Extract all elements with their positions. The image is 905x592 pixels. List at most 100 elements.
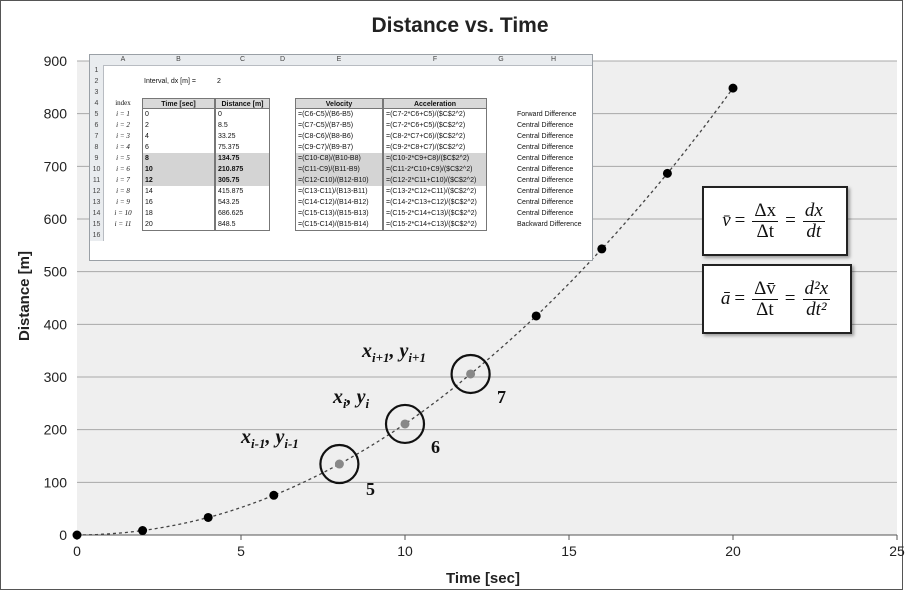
circle-number-7: 7	[497, 387, 506, 407]
sheet-cell-acc: =(C8-2*C7+C6)/($C$2^2)	[383, 131, 487, 142]
data-point	[662, 168, 672, 178]
sheet-cell-method: Central Difference	[517, 166, 574, 173]
col-header: A	[120, 56, 126, 63]
sheet-cell-num: 9	[90, 153, 104, 164]
sheet-cell-dist: 305.75	[215, 175, 270, 186]
sheet-cell-vel: =(C12-C10)/(B12-B10)	[295, 175, 383, 186]
y-symbol: y	[399, 340, 409, 362]
x-tick-label: 25	[889, 543, 905, 559]
fraction: dx dt	[802, 199, 825, 242]
sheet-cell-method: Central Difference	[517, 210, 574, 217]
sheet-cell-method: Backward Difference	[517, 221, 582, 228]
col-header: G	[498, 56, 504, 63]
sheet-cell-vel: =(C14-C12)/(B14-B12)	[295, 197, 383, 208]
velocity-symbol: v̄	[722, 210, 731, 231]
sheet-cell-acc: =(C15-2*C14+C13)/($C$2^2)	[383, 208, 487, 219]
sheet-cell-dist: 134.75	[215, 153, 270, 164]
sheet-cell-index: i = 1	[116, 110, 130, 118]
fraction: Δv̄ Δt	[752, 277, 778, 320]
sheet-cell-num: 5	[90, 109, 104, 120]
sheet-cell-vel: =(C15-C13)/(B15-B13)	[295, 208, 383, 219]
sheet-row: 9 i = 5 8 134.75 =(C10-C8)/(B10-B8) =(C10-2*C…	[90, 153, 592, 164]
sheet-cell-vel: =(C11-C9)/(B11-B9)	[295, 164, 383, 175]
data-point	[728, 83, 738, 93]
sheet-cell-num: 14	[90, 208, 104, 219]
sheet-row: 1	[90, 65, 592, 76]
sheet-cell-time: 6	[142, 142, 215, 153]
sheet-cell-index: i = 3	[116, 132, 130, 140]
sheet-cell-num: 11	[90, 175, 104, 186]
table-border	[295, 230, 487, 231]
sheet-cell-acc: =(C7-2*C6+C5)/($C$2^2)	[383, 109, 487, 120]
column-header-row: A B C D E F G H	[90, 55, 592, 66]
sheet-cell-num: 15	[90, 219, 104, 230]
x-subscript: i-1	[251, 436, 266, 451]
equals-sign: =	[785, 210, 796, 231]
fraction-numerator: Δv̄	[752, 277, 778, 300]
sheet-row: 14 i = 10 18 686.625 =(C15-C13)/(B15-B13) =(C…	[90, 208, 592, 219]
sheet-cell-acc: =(C9-2*C8+C7)/($C$2^2)	[383, 142, 487, 153]
sheet-row: 3	[90, 87, 592, 98]
sheet-cell-vel: =(C7-C5)/(B7-B5)	[295, 120, 383, 131]
sheet-cell-index: i = 2	[116, 121, 130, 129]
sheet-cell-dist: 33.25	[215, 131, 270, 142]
sheet-row: 4 index Time [sec] Distance [m] Velocity Acce…	[90, 98, 592, 109]
distance-header: Distance [m]	[215, 98, 270, 109]
sheet-cell-index: i = 11	[114, 220, 132, 228]
y-symbol: y	[356, 386, 366, 408]
sheet-cell-method: Central Difference	[517, 133, 574, 140]
x-subscript: i	[343, 396, 347, 411]
col-header: C	[239, 56, 246, 63]
velocity-header: Velocity	[295, 98, 383, 109]
row-number: 2	[90, 76, 104, 87]
sheet-cell-vel: =(C13-C11)/(B13-B11)	[295, 186, 383, 197]
col-header: E	[336, 56, 342, 63]
sheet-cell-acc: =(C10-2*C9+C8)/($C$2^2)	[383, 153, 487, 164]
sheet-row: 2 Interval, dx [m] = 2	[90, 76, 592, 87]
y-symbol: y	[275, 426, 285, 448]
y-tick-label: 200	[44, 422, 68, 438]
sheet-cell-index: i = 7	[116, 176, 130, 184]
sheet-cell-acc: =(C12-2*C11+C10)/($C$2^2)	[383, 175, 487, 186]
sheet-row: 15 i = 11 20 848.5 =(C15-C14)/(B15-B14) =(C15…	[90, 219, 592, 230]
sheet-cell-method: Central Difference	[517, 155, 574, 162]
sheet-cell-dist: 0	[215, 109, 270, 120]
y-tick-label: 300	[44, 369, 68, 385]
x-axis-label: Time [sec]	[446, 570, 520, 587]
sheet-cell-dist: 415.875	[215, 186, 270, 197]
highlighted-data-point	[466, 369, 476, 379]
y-tick-label: 500	[44, 264, 68, 280]
chart-title: Distance vs. Time	[371, 14, 548, 37]
data-point	[597, 244, 607, 254]
fraction-denominator: dt²	[806, 298, 827, 320]
point-label-next: xi+1, yi+1	[362, 340, 426, 366]
velocity-formula-box: v̄ = Δx Δt = dx dt	[702, 186, 848, 256]
circle-number-6: 6	[431, 437, 440, 457]
x-symbol: x	[362, 340, 372, 362]
sheet-cell-index: i = 6	[116, 165, 130, 173]
index-header: index	[115, 99, 131, 107]
comma: ,	[389, 340, 395, 362]
row-number: 4	[90, 98, 104, 109]
sheet-cell-dist: 848.5	[215, 219, 270, 230]
y-tick-label: 800	[44, 106, 68, 122]
fraction-numerator: dx	[802, 199, 825, 222]
sheet-cell-time: 8	[142, 153, 215, 164]
corner-cell	[90, 55, 104, 65]
sheet-cell-method: Central Difference	[517, 199, 574, 206]
x-tick-label: 15	[561, 543, 577, 559]
sheet-cell-dist: 210.875	[215, 164, 270, 175]
sheet-cell-dist: 686.625	[215, 208, 270, 219]
sheet-cell-acc: =(C14-2*C13+C12)/($C$2^2)	[383, 197, 487, 208]
y-axis-label: Distance [m]	[16, 251, 33, 341]
sheet-cell-vel: =(C10-C8)/(B10-B8)	[295, 153, 383, 164]
sheet-cell-num: 12	[90, 186, 104, 197]
sheet-cell-index: i = 4	[116, 143, 130, 151]
col-header: H	[550, 56, 557, 63]
highlighted-data-point	[400, 419, 410, 429]
y-tick-label: 400	[44, 316, 68, 332]
sheet-cell-time: 16	[142, 197, 215, 208]
x-tick-label: 10	[397, 543, 413, 559]
sheet-cell-time: 0	[142, 109, 215, 120]
sheet-row: 5 i = 1 0 0 =(C6-C5)/(B6-B5) =(C7-2*C6+C5)/($…	[90, 109, 592, 120]
